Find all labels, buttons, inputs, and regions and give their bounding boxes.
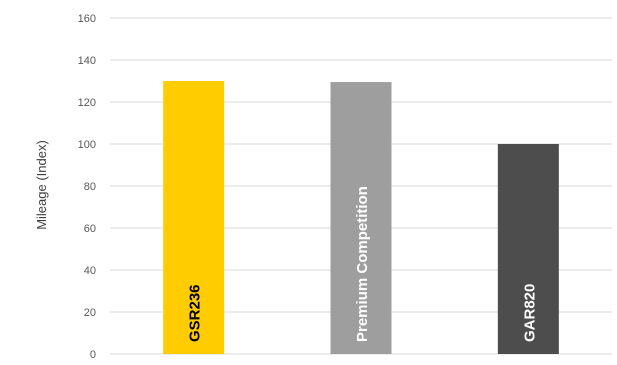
- bar: [497, 144, 559, 354]
- y-axis-ticks: 0 20 40 60 80 100 120 140 160: [78, 13, 96, 361]
- y-axis-title: Mileage (Index): [34, 140, 49, 230]
- y-tick-label: 140: [78, 55, 96, 67]
- y-tick-label: 40: [84, 265, 96, 277]
- y-tick-label: 60: [84, 223, 96, 235]
- bars: [163, 81, 559, 355]
- y-tick-label: 0: [90, 349, 96, 360]
- y-tick-label: 20: [84, 307, 96, 319]
- bar: [330, 82, 392, 355]
- bar-category-label: GAR820: [521, 284, 538, 342]
- y-tick-label: 80: [84, 181, 96, 193]
- y-tick-label: 160: [78, 13, 96, 25]
- y-tick-label: 100: [78, 139, 96, 151]
- bar-category-label: GSR236: [187, 284, 204, 342]
- bar-category-label: Premium Competition: [354, 186, 371, 342]
- y-tick-label: 120: [78, 97, 96, 109]
- bar: [163, 81, 225, 354]
- bar-labels: GSR236 Premium Competition GAR820: [187, 186, 539, 342]
